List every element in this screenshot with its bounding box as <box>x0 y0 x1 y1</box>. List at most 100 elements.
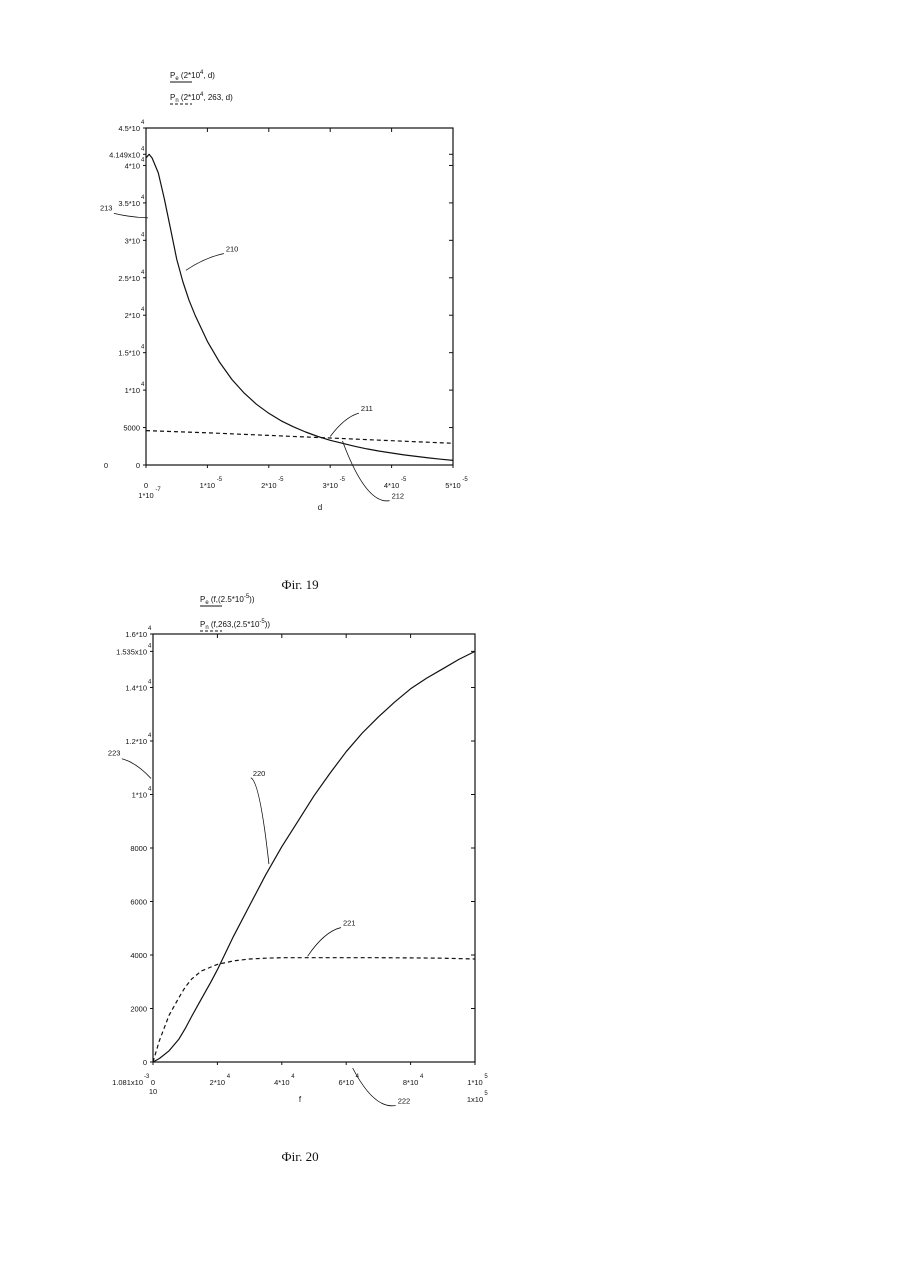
x-extra-label: 1*10-7 <box>138 487 161 500</box>
y-tick-label: 4*104 <box>125 157 145 170</box>
y-tick-label-base: 3*10 <box>125 236 140 245</box>
y-tick-label: 6000 <box>130 898 147 907</box>
y-tick-label: 1.535x104 <box>116 643 152 656</box>
x-extra-label: 10 <box>149 1087 157 1096</box>
x-extra-label: 1x105 <box>467 1091 489 1104</box>
legend-label: Pe (2*104, d) <box>170 70 215 82</box>
y-tick-label-sup: 4 <box>148 680 152 686</box>
x-tick-label-sup: 5 <box>484 1074 488 1080</box>
y-tick-label-base: 0 <box>143 1058 147 1067</box>
y-tick-label-base: 5000 <box>123 424 140 433</box>
y-tick-label-sup: 4 <box>141 345 145 351</box>
x-tick-label-base: 6*10 <box>338 1078 353 1087</box>
y-tick-label: 1.6*104 <box>125 626 152 639</box>
x-tick-label: 8*104 <box>403 1074 424 1087</box>
y-tick-label: 2000 <box>130 1005 147 1014</box>
x-tick-label-sup: -5 <box>401 477 407 483</box>
x-tick-label-base: 4*10 <box>274 1078 289 1087</box>
y-tick-label: 1.5*104 <box>118 345 145 358</box>
annotation-leader <box>308 928 341 957</box>
y-tick-label: 5000 <box>123 424 140 433</box>
y-tick-label-base: 1.6*10 <box>125 630 147 639</box>
legend-entry: Pn (2*104, 263, d) <box>170 92 233 104</box>
y-tick-label-base: 2.5*10 <box>118 274 140 283</box>
x-tick-label-sup: 4 <box>291 1074 295 1080</box>
y-tick-label-sup: 4 <box>141 270 145 276</box>
y-tick-label: 1*104 <box>132 787 152 800</box>
x-tick-label-base: 0 <box>151 1078 155 1087</box>
y-tick-label-sup: 4 <box>148 626 152 632</box>
x-tick-label-sup: 4 <box>227 1074 231 1080</box>
y-tick-label-base: 4000 <box>130 951 147 960</box>
x-tick-label: 0 <box>151 1078 155 1087</box>
annotation-leader <box>330 413 359 436</box>
x-tick-label-base: 8*10 <box>403 1078 418 1087</box>
y-tick-label-sup: 4 <box>141 157 145 163</box>
x-tick-label-sup: 4 <box>420 1074 424 1080</box>
x-tick-label: 5*10-5 <box>445 477 468 490</box>
y-tick-label-base: 1.5*10 <box>118 349 140 358</box>
x-tick-label: 2*10-5 <box>261 477 284 490</box>
x-tick-label-base: 1*10 <box>467 1078 482 1087</box>
y-tick-label: 3.5*104 <box>118 195 145 208</box>
x-extra-label-base: 1*10 <box>138 491 153 500</box>
figure-caption: Фіг. 20 <box>281 1149 318 1164</box>
y-extra-label: 0 <box>104 461 108 470</box>
x-tick-label: 1*10-5 <box>200 477 223 490</box>
y-tick-label: 0 <box>136 461 140 470</box>
y-tick-label: 1*104 <box>125 382 145 395</box>
series-line-221 <box>153 958 475 1062</box>
y-tick-label-sup: 4 <box>141 146 145 152</box>
x-tick-label: 4*10-5 <box>384 477 407 490</box>
annotation-leader <box>186 254 224 271</box>
series-line-211 <box>146 431 453 444</box>
y-tick-label: 8000 <box>130 844 147 853</box>
y-tick-label-sup: 4 <box>141 195 145 201</box>
x-tick-label-sup: -5 <box>462 477 468 483</box>
y-tick-label: 4.149x104 <box>109 146 145 159</box>
y-tick-label-sup: 4 <box>148 787 152 793</box>
x-tick-label: 2*104 <box>210 1074 231 1087</box>
y-tick-label-base: 1*10 <box>125 386 140 395</box>
annotation-212: 212 <box>392 492 405 501</box>
y-tick-label-base: 8000 <box>130 844 147 853</box>
y-tick-label-sup: 4 <box>141 382 145 388</box>
x-tick-label: 4*104 <box>274 1074 295 1087</box>
x-tick-label: 3*10-5 <box>322 477 345 490</box>
x-tick-label: 1*105 <box>467 1074 488 1087</box>
y-extra-label-sup: -3 <box>144 1074 150 1080</box>
x-extra-label-base: 1x10 <box>467 1095 483 1104</box>
legend-entry: Pe (2*104, d) <box>170 70 215 82</box>
annotation-leader <box>251 778 269 864</box>
chart-2: Pe (f,(2.5*10-5))Pn (f,263,(2.5*10-5))1.… <box>108 594 488 1164</box>
x-tick-label-base: 4*10 <box>384 481 399 490</box>
y-tick-label: 4000 <box>130 951 147 960</box>
y-tick-label-base: 1.2*10 <box>125 737 147 746</box>
annotation-210: 210 <box>226 245 239 254</box>
y-tick-label-base: 4.149x10 <box>109 150 140 159</box>
y-tick-label-base: 3.5*10 <box>118 199 140 208</box>
plot-frame <box>153 634 475 1062</box>
x-tick-label-base: 2*10 <box>210 1078 225 1087</box>
legend-entry: Pn (f,263,(2.5*10-5)) <box>200 619 270 631</box>
y-extra-label: 1.081x10-3 <box>112 1074 150 1087</box>
annotation-223: 223 <box>108 749 121 758</box>
y-tick-label-sup: 4 <box>148 733 152 739</box>
x-axis-label: f <box>299 1095 302 1104</box>
y-tick-label-sup: 4 <box>141 307 145 313</box>
x-axis-label: d <box>318 503 322 512</box>
y-tick-label-base: 0 <box>136 461 140 470</box>
x-extra-label-sup: 5 <box>484 1091 488 1097</box>
legend-label: Pn (2*104, 263, d) <box>170 92 233 104</box>
x-tick-label-sup: -5 <box>217 477 223 483</box>
y-tick-label: 0 <box>143 1058 147 1067</box>
x-tick-label-base: 2*10 <box>261 481 276 490</box>
x-tick-label-sup: -5 <box>340 477 346 483</box>
y-tick-label-base: 6000 <box>130 898 147 907</box>
y-tick-label-base: 2*10 <box>125 311 140 320</box>
y-tick-label-base: 4*10 <box>125 161 140 170</box>
annotation-leader <box>122 759 151 779</box>
x-tick-label: 6*104 <box>338 1074 359 1087</box>
